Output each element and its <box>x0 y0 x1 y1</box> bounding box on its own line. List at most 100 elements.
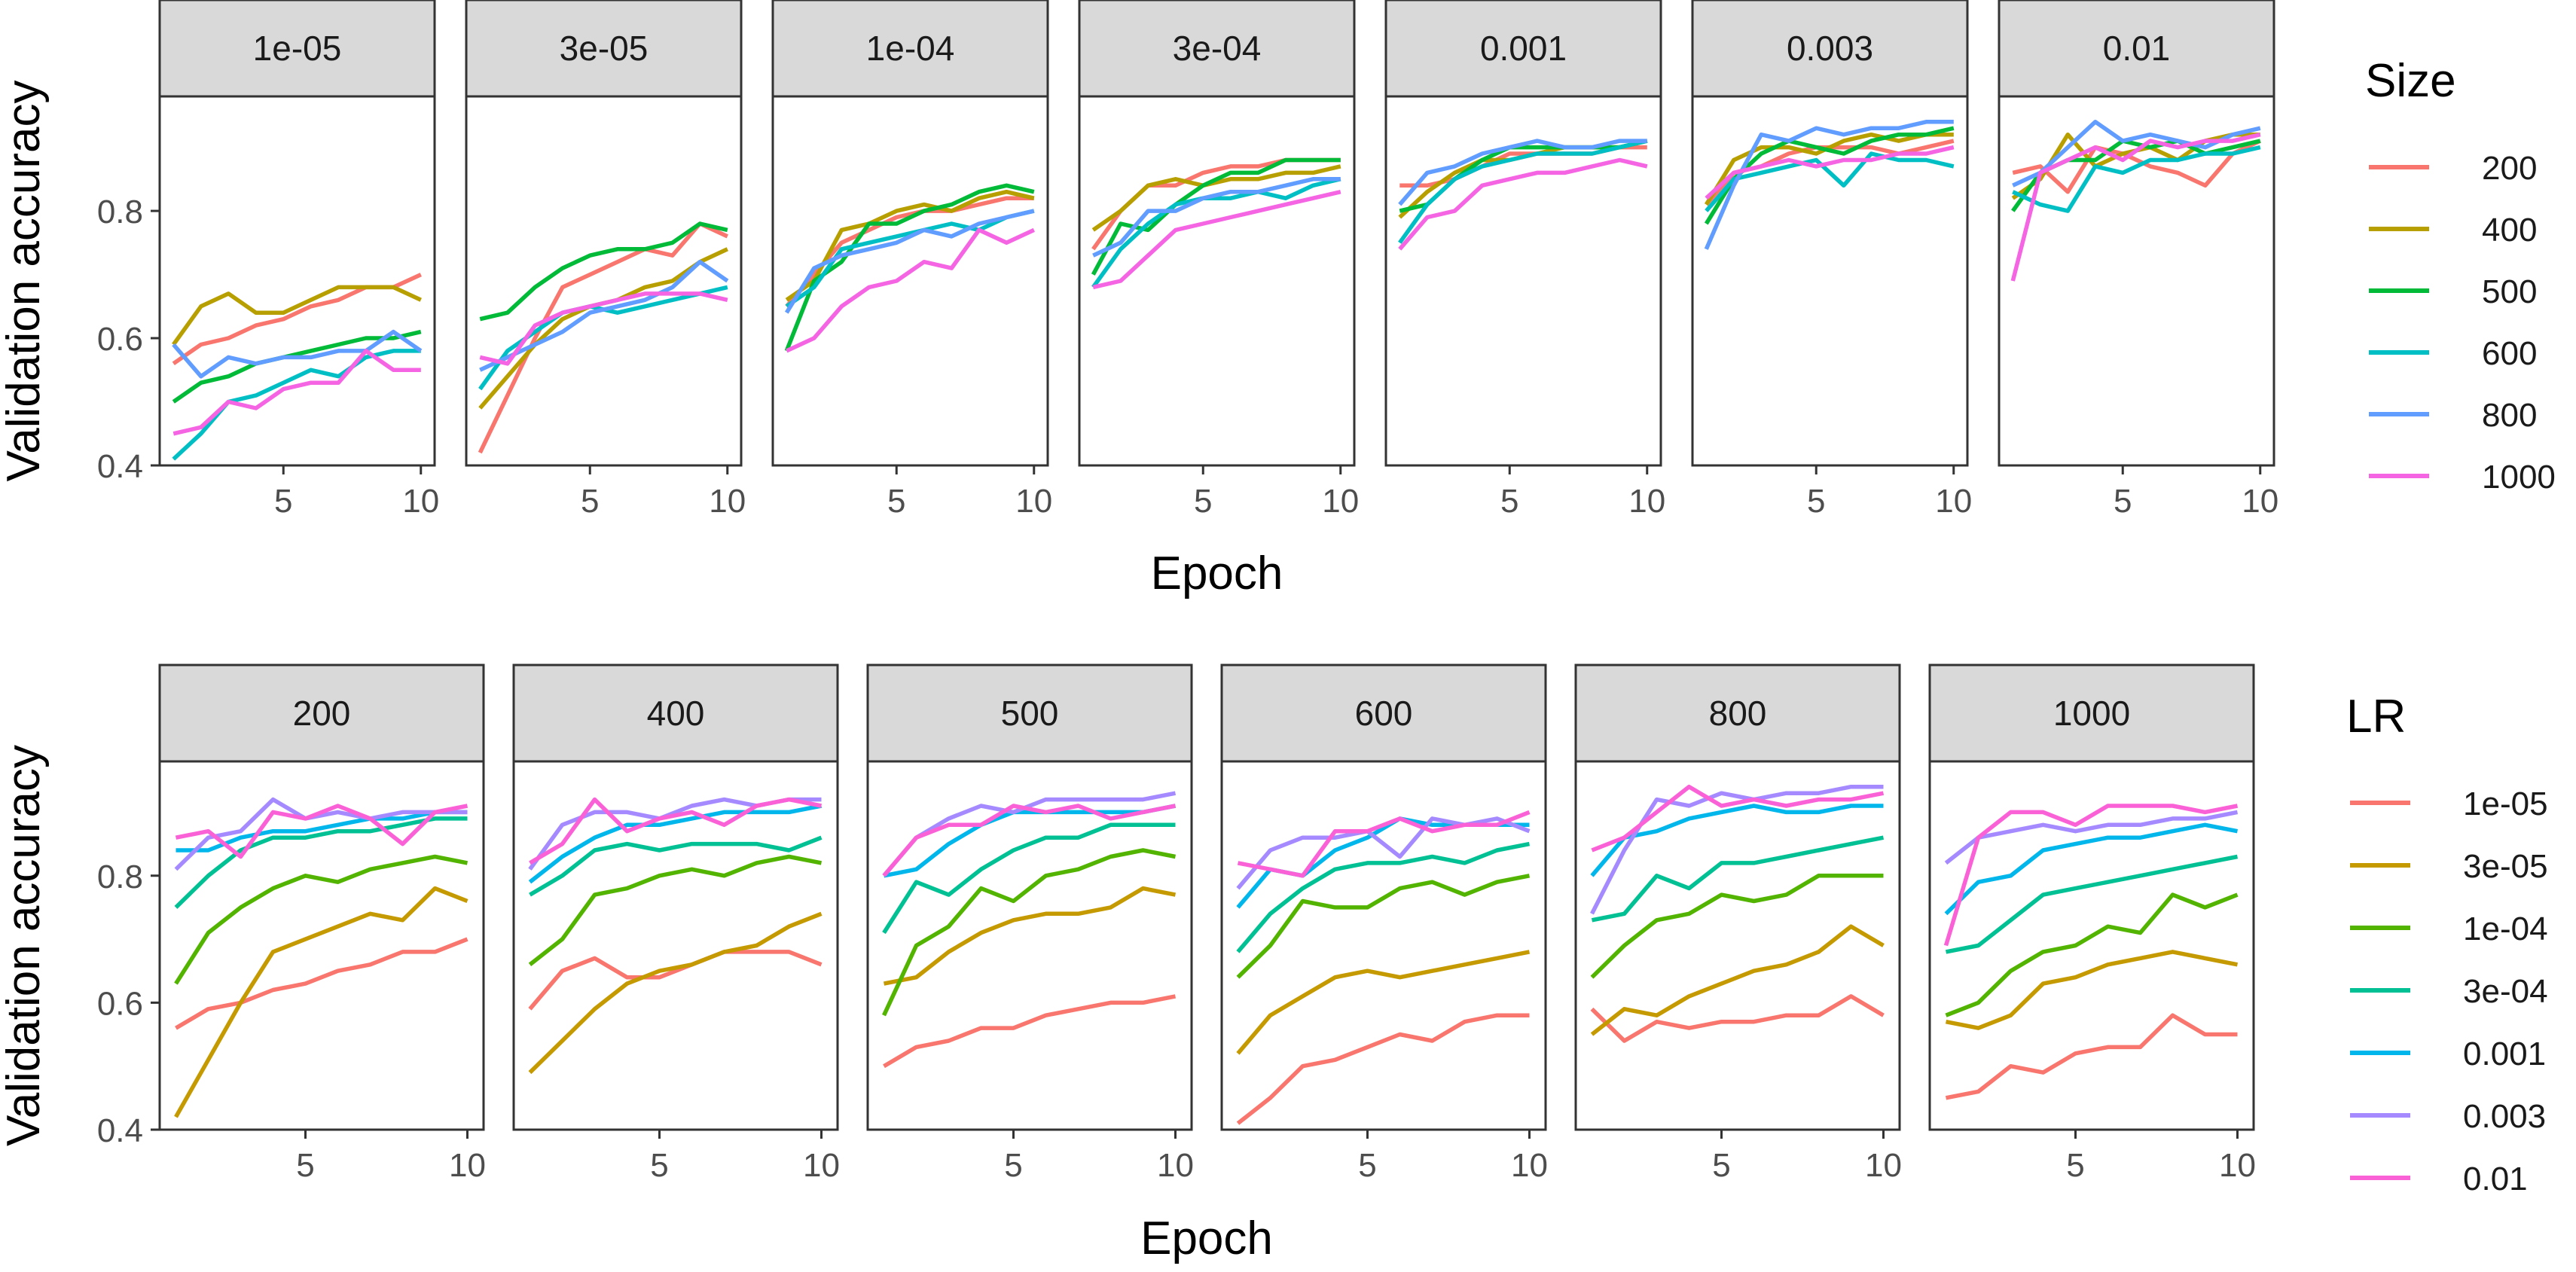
series-line-0.01 <box>1237 810 1531 878</box>
series-line-3e-05 <box>528 911 823 1075</box>
plot-area <box>466 96 741 465</box>
series-line-1e-04 <box>528 854 823 966</box>
panel-border <box>1998 95 2275 467</box>
series-line-500 <box>1704 126 1955 225</box>
y-tick-label: 0.8 <box>97 859 143 895</box>
panel-border <box>158 95 436 467</box>
series-line-0.003 <box>1944 810 2239 865</box>
x-axis-title: Epoch <box>1151 548 1283 599</box>
facet-strip-label: 1e-05 <box>253 29 342 68</box>
y-tick-label: 0.4 <box>97 448 143 485</box>
series-line-0.001 <box>1590 804 1884 877</box>
series-line-1e-04 <box>1945 892 2239 1017</box>
facet-strip <box>866 663 1193 763</box>
legend-label: 400 <box>2482 212 2537 249</box>
series-line-1e-05 <box>528 950 823 1011</box>
series-line-600 <box>1398 139 1648 244</box>
series-line-0.003 <box>1236 816 1531 890</box>
series-line-1000 <box>2010 133 2261 282</box>
legend: Size 200 400 500 600 800 1000 <box>2365 55 2556 496</box>
panel-border <box>465 95 743 467</box>
legend-item-3e-05: 3e-05 <box>2350 848 2548 885</box>
series-line-3e-04 <box>529 835 823 897</box>
facet-strip <box>512 663 839 763</box>
facet-strip <box>158 0 436 98</box>
series-line-600 <box>1091 177 1341 289</box>
panel-border <box>1220 760 1547 1131</box>
legend-label: 3e-05 <box>2463 848 2548 885</box>
panel-border <box>866 760 1193 1131</box>
x-tick-label: 5 <box>296 1147 314 1184</box>
series-line-800 <box>784 209 1035 314</box>
facet-strip <box>465 0 743 98</box>
legend-label: 200 <box>2482 150 2537 187</box>
series-line-1000 <box>786 227 1035 353</box>
x-tick-label: 10 <box>1157 1147 1194 1184</box>
panel-border <box>1574 760 1901 1131</box>
plot-area <box>160 761 484 1130</box>
facet-panel-0.001: 0.001 5 10 <box>1384 0 1665 520</box>
y-tick-label: 0.4 <box>97 1112 143 1149</box>
series-line-0.01 <box>1591 784 1885 853</box>
y-tick-label: 0.6 <box>97 985 143 1022</box>
facet-panel-3e-04: 3e-04 5 10 <box>1078 0 1359 520</box>
x-tick-label: 5 <box>581 483 599 520</box>
series-line-0.01 <box>175 804 469 859</box>
series-line-1e-04 <box>174 854 469 985</box>
series-line-800 <box>172 329 423 379</box>
facet-strip <box>1691 0 1969 98</box>
x-tick-label: 5 <box>1500 483 1518 520</box>
legend-title: Size <box>2365 55 2456 107</box>
facet-strip-label: 500 <box>1001 694 1059 733</box>
series-line-3e-04 <box>1945 854 2239 954</box>
series-line-600 <box>1705 151 1955 212</box>
facet-strip-label: 600 <box>1355 694 1413 733</box>
series-line-0.01 <box>1943 804 2239 947</box>
y-tick-label: 0.8 <box>97 194 143 230</box>
series-line-0.001 <box>883 804 1177 878</box>
x-tick-label: 10 <box>1628 483 1665 520</box>
x-tick-label: 10 <box>2242 483 2278 520</box>
facet-panel-400: 400 5 10 <box>512 663 840 1184</box>
x-tick-label: 10 <box>1511 1147 1548 1184</box>
series-line-600 <box>785 209 1035 309</box>
series-line-200 <box>2012 139 2261 194</box>
series-line-1e-05 <box>1945 1013 2238 1100</box>
panel-border <box>1691 95 1969 467</box>
legend-item-600: 600 <box>2369 335 2537 372</box>
series-line-200 <box>478 221 728 454</box>
legend-item-1e-04: 1e-04 <box>2350 911 2548 947</box>
x-tick-label: 5 <box>1004 1147 1022 1184</box>
x-axis-title: Epoch <box>1140 1213 1273 1264</box>
panel-border <box>512 760 839 1131</box>
facet-strip <box>158 663 485 763</box>
series-line-1e-04 <box>1236 874 1531 979</box>
series-line-0.003 <box>882 791 1177 877</box>
series-line-3e-05 <box>174 886 469 1118</box>
facet-strip <box>1384 0 1662 98</box>
facet-strip-label: 0.01 <box>2103 29 2171 68</box>
series-line-3e-05 <box>1236 950 1531 1055</box>
facet-panel-0.01: 0.01 5 10 <box>1998 0 2278 520</box>
facet-panel-1000: 1000 5 10 <box>1928 663 2256 1184</box>
x-tick-label: 10 <box>1865 1147 1902 1184</box>
facet-strip-label: 1000 <box>2053 694 2130 733</box>
series-line-600 <box>2012 145 2261 213</box>
legend-item-0.003: 0.003 <box>2350 1098 2546 1135</box>
series-line-400 <box>785 189 1035 302</box>
legend-label: 0.003 <box>2463 1098 2546 1135</box>
series-line-400 <box>172 285 422 346</box>
panel-border <box>1384 95 1662 467</box>
legend-label: 1e-04 <box>2463 911 2548 947</box>
facet-panel-200: 200 5 10 0.4 0.6 0.8 <box>97 663 486 1184</box>
plot-area <box>1930 761 2254 1130</box>
x-tick-label: 10 <box>1015 483 1052 520</box>
legend-item-1000: 1000 <box>2369 459 2556 496</box>
y-axis-title: Validation accuracy <box>0 80 50 481</box>
facet-panel-500: 500 5 10 <box>866 663 1194 1184</box>
legend-label: 1000 <box>2482 459 2556 496</box>
legend-item-0.01: 0.01 <box>2350 1161 2528 1197</box>
legend-item-500: 500 <box>2369 273 2537 310</box>
